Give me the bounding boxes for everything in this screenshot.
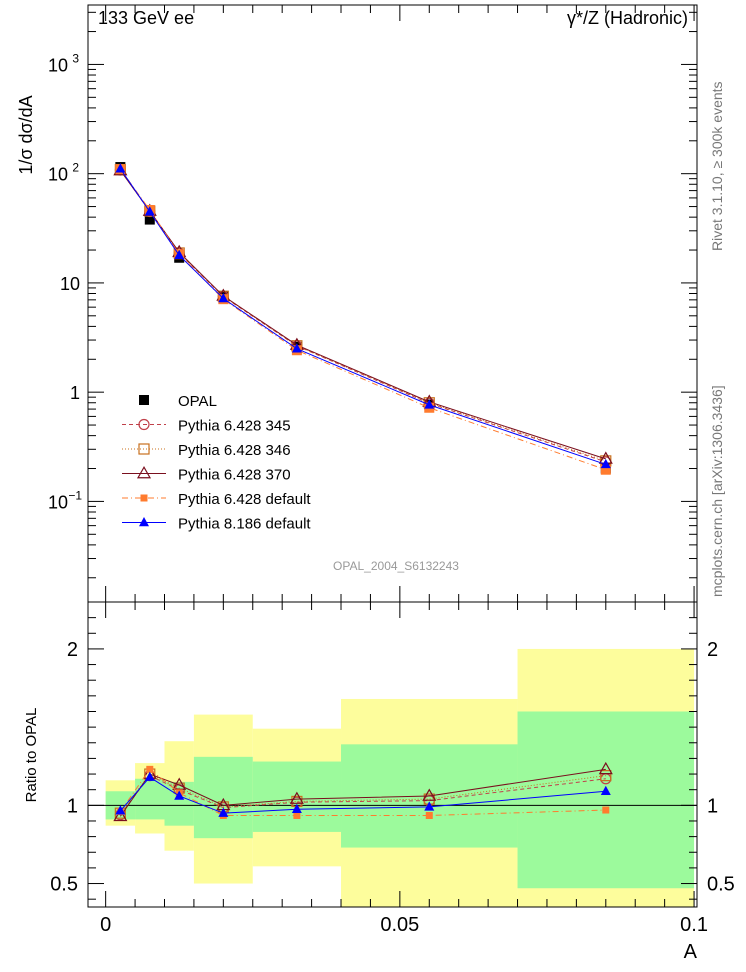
data-point-pythia-8-186-default bbox=[144, 206, 155, 216]
legend-marker-pythia-8-186-default bbox=[139, 517, 149, 527]
x-tick-label: 0.1 bbox=[680, 914, 708, 936]
y-tick-label-exponent: 2 bbox=[72, 161, 79, 175]
ratio-point-pythia-8-186-default bbox=[218, 807, 229, 817]
legend-label-pythia-6-428-370: Pythia 6.428 370 bbox=[178, 467, 291, 484]
ratio-point-pythia-6-428-370 bbox=[289, 791, 304, 804]
ratio-point-pythia-8-186-default bbox=[291, 803, 302, 813]
process-label: γ*/Z (Hadronic) bbox=[567, 8, 688, 28]
x-axis-label: A bbox=[684, 941, 698, 963]
band-inner bbox=[517, 711, 695, 889]
legend-label-pythia-6-428-346: Pythia 6.428 346 bbox=[178, 442, 291, 459]
main-y-axis-label: 1/σ dσ/dA bbox=[16, 95, 36, 174]
ratio-point-pythia-6-428-default bbox=[146, 765, 154, 773]
ratio-point-pythia-6-428-default bbox=[293, 812, 301, 819]
ratio-point-pythia-8-186-default bbox=[424, 801, 435, 811]
ratio-point-pythia-6-428-default bbox=[602, 806, 610, 814]
x-tick-label: 0.05 bbox=[380, 914, 419, 936]
data-point-pythia-8-186-default bbox=[115, 163, 126, 173]
ratio-y-tick-label-right: 1 bbox=[707, 795, 718, 817]
rivet-version-label: Rivet 3.1.10, ≥ 300k events bbox=[709, 81, 725, 251]
data-point-pythia-8-186-default bbox=[424, 399, 435, 409]
data-point-pythia-8-186-default bbox=[218, 293, 229, 303]
legend-label-pythia-8-186-default: Pythia 8.186 default bbox=[178, 516, 311, 533]
legend-marker-pythia-6-428-370 bbox=[136, 466, 152, 479]
legend-label-pythia-6-428-default: Pythia 6.428 default bbox=[178, 491, 311, 508]
x-tick-label: 0 bbox=[100, 914, 111, 936]
legend-marker-pythia-6-428-345 bbox=[138, 418, 150, 431]
ratio-y-tick-label-right: 0.5 bbox=[707, 874, 735, 896]
ratio-panel-frame bbox=[87, 601, 698, 908]
legend: OPAL Pythia 6.428 345 Pythia 6.428 346 Pyth… bbox=[122, 393, 311, 533]
main-panel-frame bbox=[87, 4, 698, 603]
band-inner bbox=[135, 778, 165, 820]
mcplots-label: mcplots.cern.ch [arXiv:1306.3436] bbox=[709, 385, 725, 597]
ratio-point-pythia-6-428-370 bbox=[422, 788, 437, 801]
data-point-pythia-8-186-default bbox=[291, 343, 302, 353]
legend-label-opal: OPAL bbox=[178, 393, 217, 410]
ratio-y-tick-label: 0.5 bbox=[50, 874, 78, 896]
y-tick-label: 10 bbox=[60, 274, 80, 294]
ratio-point-pythia-6-428-370 bbox=[172, 777, 187, 790]
y-tick-label: 10 bbox=[48, 55, 68, 75]
ratio-y-tick-label-right: 2 bbox=[707, 639, 718, 661]
data-point-pythia-8-186-default bbox=[600, 458, 611, 469]
ratio-point-pythia-6-428-default bbox=[425, 812, 433, 819]
ratio-ticks: 0.5 0.5 1 1 2 2 0 0.05 0.1 bbox=[50, 602, 735, 936]
ratio-point-pythia-8-186-default bbox=[115, 805, 126, 815]
y-tick-label: 10 bbox=[48, 165, 68, 185]
ratio-point-pythia-6-428-370 bbox=[113, 808, 128, 822]
y-tick-label-exponent: −1 bbox=[68, 488, 82, 502]
ratio-y-axis-label: Ratio to OPAL bbox=[23, 708, 40, 803]
legend-marker-opal bbox=[139, 395, 149, 405]
data-point-opal bbox=[144, 214, 155, 225]
analysis-label: OPAL_2004_S6132243 bbox=[333, 559, 459, 573]
ratio-y-tick-label: 2 bbox=[67, 639, 78, 661]
main-series bbox=[113, 162, 613, 475]
ratio-frame-rect bbox=[87, 601, 698, 908]
ratio-point-pythia-6-428-370 bbox=[598, 761, 613, 775]
ratio-series bbox=[113, 761, 613, 822]
legend-marker-pythia-6-428-default bbox=[140, 494, 148, 502]
data-point-pythia-6-428-default bbox=[600, 464, 611, 475]
y-tick-label-exponent: 3 bbox=[72, 51, 79, 65]
series-line-pythia-6-428-370 bbox=[119, 170, 606, 460]
ratio-point-pythia-8-186-default bbox=[174, 790, 185, 800]
energy-label: 133 GeV ee bbox=[98, 8, 194, 28]
data-point-pythia-8-186-default bbox=[174, 249, 185, 260]
y-tick-label: 10 bbox=[48, 492, 68, 512]
ratio-y-tick-label: 1 bbox=[67, 795, 78, 817]
band-inner bbox=[193, 756, 253, 839]
main-frame-rect bbox=[87, 4, 698, 603]
y-tick-label: 1 bbox=[70, 383, 80, 403]
ratio-point-pythia-6-428-346 bbox=[600, 770, 612, 782]
ratio-point-pythia-8-186-default bbox=[144, 771, 155, 781]
ratio-point-pythia-8-186-default bbox=[600, 785, 611, 796]
legend-label-pythia-6-428-345: Pythia 6.428 345 bbox=[178, 418, 291, 435]
legend-marker-pythia-6-428-346 bbox=[138, 443, 150, 455]
